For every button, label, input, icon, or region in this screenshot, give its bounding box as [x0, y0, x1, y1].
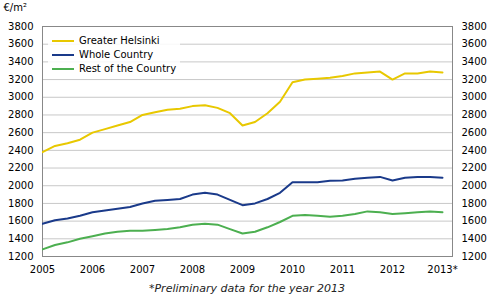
svg-text:2400: 2400	[8, 145, 33, 156]
svg-text:2010: 2010	[280, 264, 305, 275]
svg-text:3800: 3800	[462, 21, 487, 32]
svg-text:2400: 2400	[462, 145, 487, 156]
svg-text:1200: 1200	[8, 251, 33, 262]
svg-text:2600: 2600	[462, 127, 487, 138]
svg-text:3800: 3800	[8, 21, 33, 32]
svg-text:2800: 2800	[8, 109, 33, 120]
svg-text:3200: 3200	[462, 74, 487, 85]
svg-text:3400: 3400	[8, 56, 33, 67]
svg-text:2005: 2005	[30, 264, 55, 275]
svg-text:1800: 1800	[8, 198, 33, 209]
svg-text:2200: 2200	[462, 162, 487, 173]
svg-text:2600: 2600	[8, 127, 33, 138]
svg-text:3200: 3200	[8, 74, 33, 85]
svg-text:3600: 3600	[8, 38, 33, 49]
svg-text:1400: 1400	[462, 233, 487, 244]
svg-text:2000: 2000	[462, 180, 487, 191]
svg-text:3400: 3400	[462, 56, 487, 67]
svg-text:2800: 2800	[462, 109, 487, 120]
svg-text:2009: 2009	[230, 264, 255, 275]
svg-text:2006: 2006	[80, 264, 105, 275]
svg-text:2013*: 2013*	[427, 264, 457, 275]
svg-text:€/m²: €/m²	[4, 2, 27, 13]
svg-text:3000: 3000	[462, 91, 487, 102]
svg-text:3000: 3000	[8, 91, 33, 102]
svg-text:1600: 1600	[462, 215, 487, 226]
html-text:Whole Country: Whole Country	[79, 49, 154, 60]
html-text:Greater Helsinki: Greater Helsinki	[79, 35, 160, 46]
svg-text:2012: 2012	[380, 264, 405, 275]
svg-text:3600: 3600	[462, 38, 487, 49]
svg-text:2000: 2000	[8, 180, 33, 191]
html-text:*Preliminary data for the year: *Preliminary data for the year 2013	[149, 282, 345, 295]
svg-text:1400: 1400	[8, 233, 33, 244]
svg-text:1800: 1800	[462, 198, 487, 209]
svg-text:2007: 2007	[130, 264, 155, 275]
svg-text:1600: 1600	[8, 215, 33, 226]
svg-text:2011: 2011	[330, 264, 355, 275]
html-text:Rest of the Country: Rest of the Country	[79, 63, 177, 74]
svg-text:2200: 2200	[8, 162, 33, 173]
svg-text:2008: 2008	[180, 264, 205, 275]
svg-text:1200: 1200	[462, 251, 487, 262]
